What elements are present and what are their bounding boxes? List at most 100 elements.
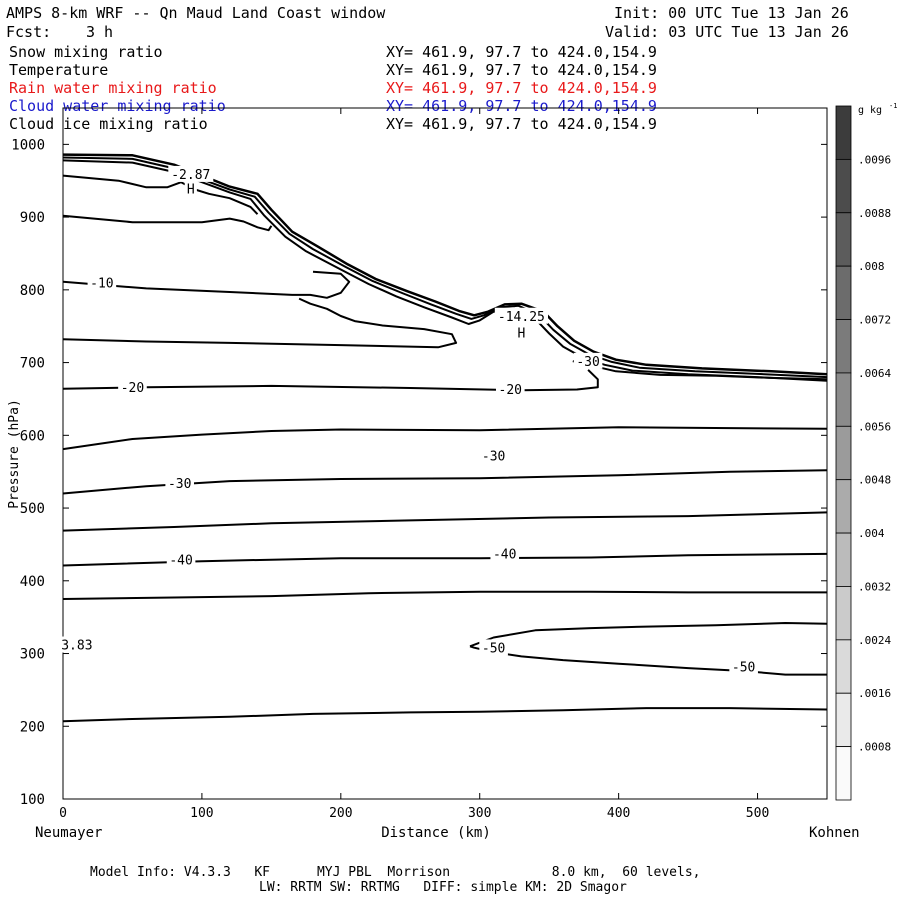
colorbar-tick-label: .0024 xyxy=(858,634,891,647)
contour-label: -30 xyxy=(482,449,505,464)
colorbar-segment xyxy=(835,265,852,320)
y-tick-label: 900 xyxy=(20,210,45,226)
contour-label: -50 xyxy=(732,660,755,675)
colorbar-segment xyxy=(835,319,852,374)
x-tick-label: 300 xyxy=(468,806,491,821)
contour-label: H xyxy=(187,182,195,197)
colorbar-tick-label: .0048 xyxy=(858,474,891,487)
contour-label-bg xyxy=(58,636,96,653)
colorbar-unit: g kg xyxy=(858,105,882,116)
y-tick-label: 800 xyxy=(20,283,45,299)
colorbar-segment xyxy=(835,586,852,641)
x-left-station-label: Neumayer xyxy=(35,825,102,841)
colorbar-segment xyxy=(835,639,852,694)
colorbar-tick-label: .0016 xyxy=(858,687,891,700)
field-xy-range: XY= 461.9, 97.7 to 424.0,154.9 xyxy=(386,43,657,61)
model-info-line1: Model Info: V4.3.3 KF MYJ PBL Morrison 8… xyxy=(90,865,701,880)
temperature-contour xyxy=(469,645,827,676)
colorbar-tick-label: .0032 xyxy=(858,580,891,593)
colorbar-unit-exponent: -1 xyxy=(889,102,897,110)
temperature-contour xyxy=(62,159,828,382)
colorbar-tick-label: .0056 xyxy=(858,420,891,433)
contour-label-bg xyxy=(165,475,194,492)
contour-label: -20 xyxy=(499,383,522,398)
contour-label: -40 xyxy=(169,553,192,568)
y-tick-label: 300 xyxy=(20,647,45,663)
x-tick-label: 200 xyxy=(329,806,352,821)
temperature-contour xyxy=(62,469,828,495)
contour-label-bg xyxy=(168,165,214,182)
contour-label-bg xyxy=(166,551,196,568)
contour-label: H xyxy=(517,326,525,341)
y-tick-label: 500 xyxy=(20,501,45,517)
x-right-station-label: Kohnen xyxy=(809,825,860,841)
y-tick-label: 100 xyxy=(20,792,45,808)
contour-label-bg xyxy=(490,545,520,562)
colorbar-segment xyxy=(835,692,852,748)
temperature-contour xyxy=(62,426,828,451)
temperature-contour xyxy=(62,297,458,349)
colorbar-tick-label: .0072 xyxy=(858,314,891,327)
contour-label-bg xyxy=(573,352,603,369)
contour-label-bg xyxy=(729,658,758,675)
contour-label-bg xyxy=(87,274,117,291)
temperature-contour xyxy=(62,174,259,215)
field-xy-range: XY= 461.9, 97.7 to 424.0,154.9 xyxy=(386,79,657,97)
colorbar-segment xyxy=(835,746,852,801)
colorbar-segment xyxy=(835,212,852,267)
temperature-contour xyxy=(469,622,828,648)
colorbar-tick-label: .0008 xyxy=(858,741,891,754)
x-axis-label: Distance (km) xyxy=(381,825,491,841)
contour-label: -20 xyxy=(121,381,144,396)
contour-label: -2.87 xyxy=(171,168,210,183)
contour-label-bg xyxy=(494,307,548,324)
contour-label-bg xyxy=(479,639,508,656)
field-name: Snow mixing ratio xyxy=(9,43,163,61)
colorbar-segment xyxy=(835,105,852,160)
y-tick-label: 400 xyxy=(20,574,45,590)
temperature-contour xyxy=(62,511,828,532)
y-tick-label: 1000 xyxy=(11,137,45,153)
colorbar-tick-label: .0096 xyxy=(858,153,891,166)
colorbar-segment xyxy=(835,479,852,534)
colorbar-segment xyxy=(835,425,852,481)
y-axis-label: Pressure (hPa) xyxy=(7,399,22,509)
field-name: Cloud ice mixing ratio xyxy=(9,115,208,133)
field-name: Cloud water mixing ratio xyxy=(9,97,226,115)
colorbar-tick-label: .0064 xyxy=(858,367,891,380)
colorbar-tick-label: .004 xyxy=(858,527,885,540)
field-name: Rain water mixing ratio xyxy=(9,79,217,97)
contour-label: -30 xyxy=(576,355,599,370)
field-xy-range: XY= 461.9, 97.7 to 424.0,154.9 xyxy=(386,115,657,133)
colorbar-tick-label: .008 xyxy=(858,260,885,273)
y-tick-label: 700 xyxy=(20,356,45,372)
colorbar-segment xyxy=(835,158,852,214)
temperature-contour xyxy=(62,214,273,232)
plot-title: AMPS 8-km WRF -- Qn Maud Land Coast wind… xyxy=(6,4,386,22)
contour-label-bg xyxy=(495,381,525,398)
plot-frame xyxy=(62,107,828,800)
x-tick-label: 400 xyxy=(607,806,630,821)
terrain-line xyxy=(62,153,828,376)
contour-label-bg xyxy=(118,379,147,396)
contour-label-bg xyxy=(515,324,528,341)
temperature-contour xyxy=(62,552,828,567)
colorbar-segment xyxy=(835,372,852,427)
temperature-contour xyxy=(62,270,351,299)
forecast-label: Fcst: xyxy=(6,23,52,41)
temperature-contour xyxy=(62,590,827,600)
colorbar-tick-label: .0088 xyxy=(858,207,891,220)
x-tick-label: 500 xyxy=(746,806,769,821)
contour-label-bg xyxy=(479,447,508,464)
field-xy-range: XY= 461.9, 97.7 to 424.0,154.9 xyxy=(386,97,657,115)
temperature-contour xyxy=(62,707,828,723)
x-tick-label: 0 xyxy=(59,806,67,821)
contour-label: 3.83 xyxy=(61,639,92,654)
temperature-contour xyxy=(572,360,828,381)
contour-label-bg xyxy=(184,180,197,197)
y-tick-label: 200 xyxy=(20,719,45,735)
model-info-line2: LW: RRTM SW: RRTMG DIFF: simple KM: 2D S… xyxy=(259,880,627,895)
field-xy-range: XY= 461.9, 97.7 to 424.0,154.9 xyxy=(386,61,657,79)
x-tick-label: 100 xyxy=(190,806,213,821)
